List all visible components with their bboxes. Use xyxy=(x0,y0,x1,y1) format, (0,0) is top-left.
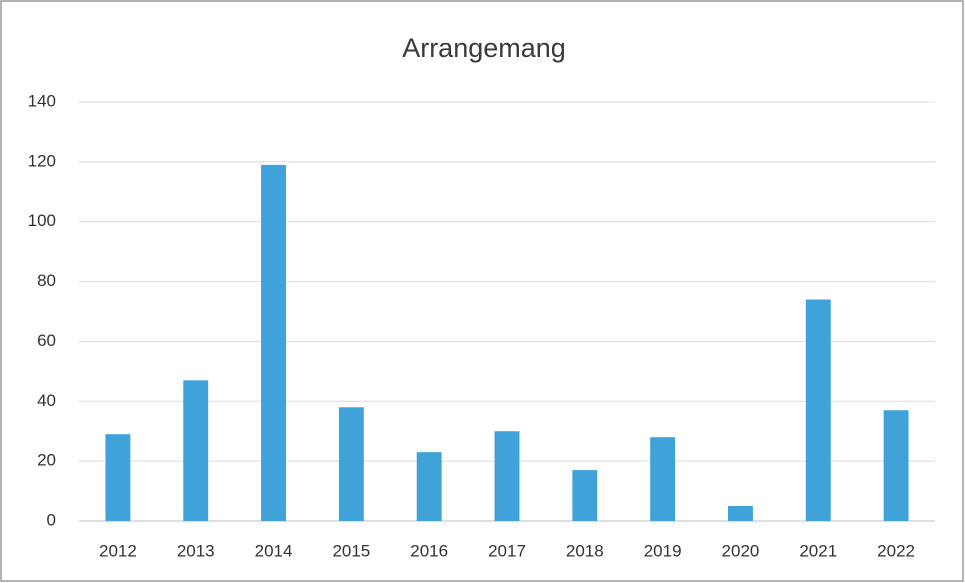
x-tick-label: 2015 xyxy=(332,541,370,560)
bar xyxy=(650,437,676,521)
y-tick-label: 100 xyxy=(28,211,56,230)
bar xyxy=(805,299,831,521)
bar xyxy=(416,452,442,521)
y-tick-label: 140 xyxy=(28,91,56,110)
x-tick-label: 2012 xyxy=(99,541,137,560)
x-tick-label: 2013 xyxy=(177,541,215,560)
bar xyxy=(883,410,909,521)
x-tick-label: 2017 xyxy=(488,541,526,560)
x-tick-label: 2021 xyxy=(799,541,837,560)
x-tick-label: 2019 xyxy=(644,541,682,560)
y-tick-label: 120 xyxy=(28,151,56,170)
x-tick-label: 2014 xyxy=(255,541,293,560)
chart-title: Arrangemang xyxy=(402,33,566,63)
x-tick-label: 2020 xyxy=(722,541,760,560)
bar xyxy=(183,380,209,521)
bar xyxy=(338,407,364,521)
y-tick-label: 80 xyxy=(37,271,56,290)
y-tick-label: 40 xyxy=(37,391,56,410)
bar xyxy=(261,164,286,521)
bar xyxy=(728,506,753,521)
y-tick-label: 0 xyxy=(47,510,56,529)
x-tick-label: 2016 xyxy=(410,541,448,560)
bar xyxy=(105,434,131,521)
x-tick-label: 2018 xyxy=(566,541,604,560)
bar xyxy=(494,431,520,521)
bar xyxy=(572,470,598,521)
y-tick-label: 60 xyxy=(37,331,56,350)
y-tick-label: 20 xyxy=(37,451,56,470)
x-tick-label: 2022 xyxy=(877,541,915,560)
